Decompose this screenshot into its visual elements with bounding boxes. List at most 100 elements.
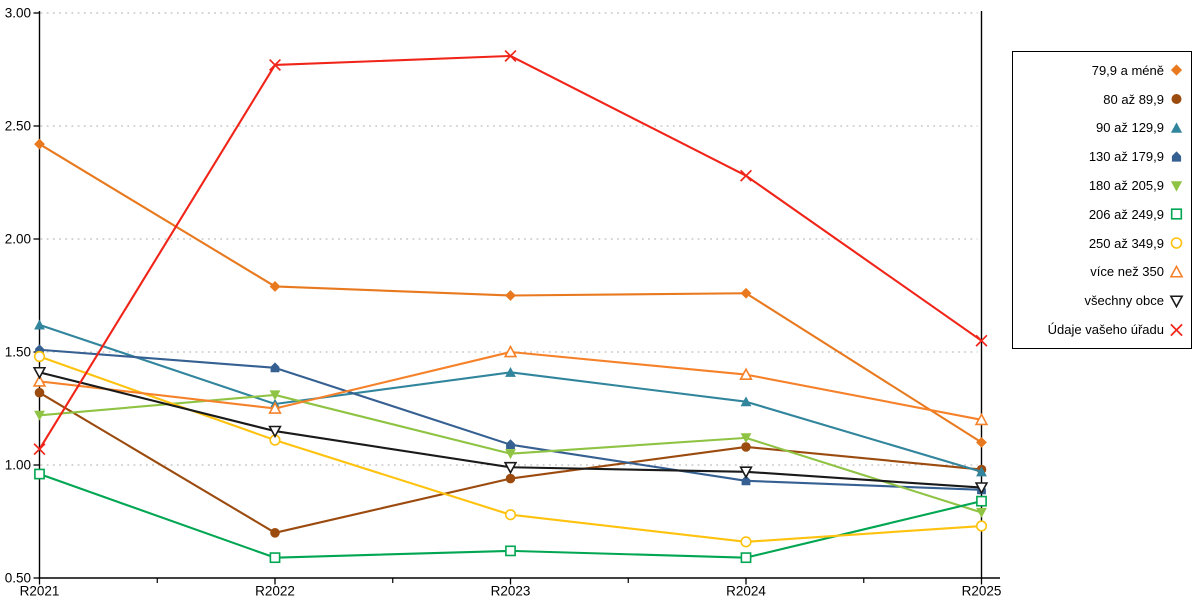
triangle-up-legend-icon [1170,122,1183,133]
triangle-down-marker [740,433,752,444]
series-line [38,54,983,450]
square-marker [34,468,45,480]
triangle-down-marker [505,449,516,460]
y-tick-label: 1.00 [5,458,31,473]
legend-item: Údaje vašeho úřadu [1017,317,1185,343]
square-legend-icon [1170,208,1183,220]
legend-label: 250 až 349,9 [1088,235,1164,251]
triangle-up-legend-icon [1169,264,1184,278]
series-line [39,350,982,421]
triangle-up-marker [505,366,516,377]
x-marker [268,58,282,71]
chart-legend: 79,9 a méně 80 až 89,9 90 až 129,9 130 až 1… [1012,51,1192,349]
legend-label: 206 až 249,9 [1088,206,1164,222]
legend-item: 80 až 89,9 [1017,86,1185,112]
diamond-marker [1170,64,1183,76]
circle-marker [741,442,751,452]
circle-marker [270,528,280,538]
x-legend-icon [1170,323,1183,336]
circle-legend-icon [1170,237,1183,249]
x-marker [975,334,988,347]
legend-item: 130 až 179,9 [1017,144,1185,170]
x-marker [504,49,517,62]
x-tick-label: R2024 [726,584,766,599]
x-tick-label: R2021 [20,584,60,599]
y-tick-label: 3.00 [5,6,31,21]
square-marker [269,552,281,564]
triangle-down-marker [269,390,281,401]
y-tick-label: 0.50 [5,571,31,586]
triangle-down-legend-icon [1169,295,1184,309]
x-marker [739,169,753,182]
triangle-up-marker [974,412,989,426]
series-4 [34,390,987,518]
pentagon-marker [741,475,751,486]
triangle-up-marker [503,344,518,358]
series-7 [32,344,989,426]
series-8 [32,366,989,495]
legend-item: 79,9 a méně [1017,57,1185,83]
x-tick-label: R2023 [491,584,531,599]
triangle-down-marker [268,425,282,439]
square-marker [1170,208,1183,220]
series-0 [34,138,987,448]
legend-item: 180 až 205,9 [1017,173,1185,199]
square-marker [740,552,752,564]
circle-marker [33,350,46,363]
circle-marker [1170,237,1183,249]
x-marker [33,443,46,456]
circle-marker [1171,94,1182,105]
circle-marker [504,509,517,521]
legend-label: 80 až 89,9 [1103,91,1164,107]
pentagon-marker [270,362,280,373]
series-9 [33,49,988,456]
legend-label: 79,9 a méně [1091,62,1164,78]
square-marker [976,495,987,507]
diamond-marker [976,437,987,448]
legend-label: Údaje vašeho úřadu [1047,322,1164,338]
circle-marker [975,520,988,532]
circle-legend-icon [1171,94,1182,105]
legend-item: 90 až 129,9 [1017,115,1185,141]
legend-label: všechny obce [1084,293,1165,309]
x-tick-label: R2025 [962,584,1002,599]
triangle-up-marker [1169,264,1184,278]
triangle-down-marker [976,507,987,518]
pentagon-marker [506,439,515,450]
pentagon-legend-icon [1171,151,1182,162]
diamond-marker [34,138,45,150]
triangle-down-marker [503,461,518,475]
triangle-down-marker [974,482,989,495]
series-5 [34,468,987,564]
y-tick-label: 1.50 [5,345,31,360]
legend-item: 250 až 349,9 [1017,230,1185,256]
diamond-marker [269,281,281,292]
triangle-down-marker [1169,295,1184,309]
triangle-up-marker [976,466,987,477]
legend-label: 90 až 129,9 [1096,120,1164,136]
legend-item: více než 350 [1017,259,1185,285]
triangle-up-marker [740,396,752,407]
legend-label: 180 až 205,9 [1088,178,1164,194]
legend-label: více než 350 [1090,264,1164,280]
x-marker [1170,323,1183,336]
triangle-down-marker [1170,180,1183,192]
y-tick-label: 2.00 [5,232,31,247]
y-tick-label: 2.50 [5,119,31,134]
pentagon-marker [1171,151,1182,162]
triangle-down-marker [32,366,47,380]
triangle-down-marker [739,466,753,479]
diamond-marker [505,290,516,301]
square-marker [505,545,516,557]
triangle-up-marker [1170,122,1183,133]
legend-label: 130 až 179,9 [1088,149,1164,165]
triangle-up-marker [34,319,45,330]
triangle-up-marker [32,374,47,387]
circle-marker [740,536,752,548]
triangle-up-marker [268,401,282,414]
triangle-down-legend-icon [1170,180,1183,192]
circle-marker [505,473,516,484]
x-tick-label: R2022 [255,584,295,599]
